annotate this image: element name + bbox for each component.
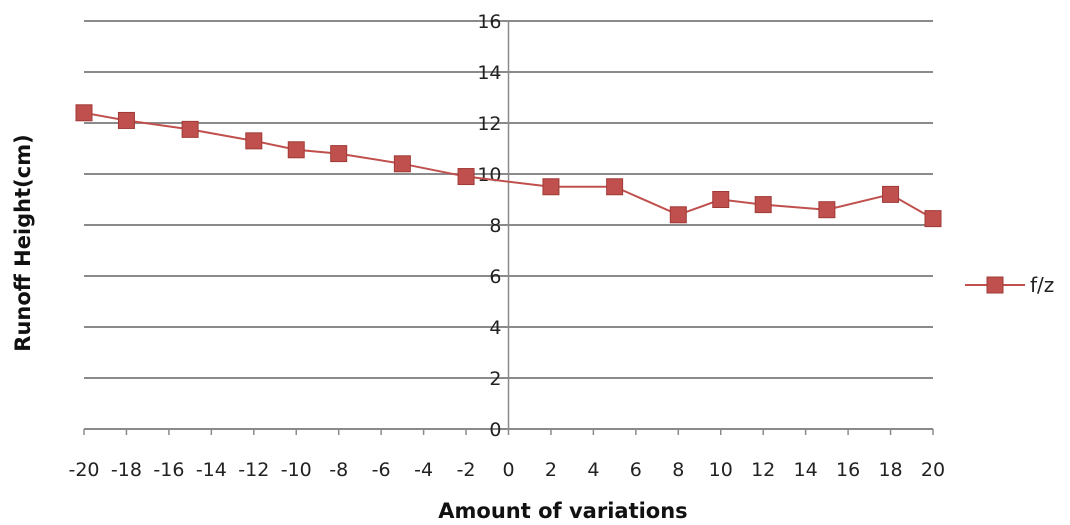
y-tick-label: 2 [489, 368, 501, 390]
data-point [606, 178, 624, 196]
data-point [542, 178, 560, 196]
x-tick-label: 2 [545, 459, 557, 481]
data-point [669, 206, 687, 224]
x-tick-label: -8 [329, 459, 348, 481]
x-tick-label: 10 [709, 459, 733, 481]
data-point [117, 111, 135, 129]
y-tick-label: 10 [477, 164, 501, 186]
x-tick-label: 6 [630, 459, 642, 481]
y-tick-label: 16 [477, 11, 501, 33]
legend-label: f/z [1030, 273, 1054, 297]
x-tick-label: -18 [111, 459, 142, 481]
data-point [754, 196, 772, 214]
data-point [330, 145, 348, 163]
y-tick-labels: 0 2 4 6 8 10 12 14 16 [477, 11, 509, 441]
y-tick-label: 4 [489, 317, 501, 339]
x-tick-labels: -20 -18 -16 -14 -12 -10 -8 -6 -4 -2 0 2 4 6 8 10 12 14 16 1… [68, 429, 945, 481]
x-tick-label: -10 [281, 459, 312, 481]
x-tick-label: -4 [414, 459, 433, 481]
y-tick-label: 6 [489, 266, 501, 288]
x-tick-label: -6 [372, 459, 391, 481]
y-axis-title: Runoff Height(cm) [11, 134, 35, 351]
data-point [818, 201, 836, 219]
y-tick-label: 0 [489, 419, 501, 441]
x-tick-label: 14 [794, 459, 818, 481]
x-tick-label: -20 [68, 459, 99, 481]
x-tick-label: 8 [672, 459, 684, 481]
x-tick-label: 20 [921, 459, 945, 481]
x-tick-label: 12 [751, 459, 775, 481]
series-line [83, 111, 934, 220]
series-layer [75, 104, 942, 228]
x-tick-label: 16 [836, 459, 860, 481]
data-point [712, 191, 730, 208]
data-point [457, 168, 475, 186]
data-point [393, 155, 411, 173]
legend: f/z [965, 273, 1054, 297]
data-point [245, 132, 263, 150]
x-tick-label: -2 [457, 459, 476, 481]
y-tick-label: 14 [477, 62, 501, 84]
data-point [882, 185, 900, 203]
x-tick-label: 4 [587, 459, 599, 481]
x-tick-label: 18 [878, 459, 902, 481]
data-point [181, 120, 199, 138]
x-tick-label: -16 [153, 459, 184, 481]
data-point [287, 141, 305, 159]
y-tick-label: 8 [489, 215, 501, 237]
x-axis-title: Amount of variations [438, 499, 687, 523]
legend-marker [986, 276, 1004, 294]
data-point [75, 104, 93, 122]
y-tick-label: 12 [477, 113, 501, 135]
x-tick-label: 0 [502, 459, 514, 481]
x-tick-label: -14 [196, 459, 227, 481]
x-tick-label: -12 [238, 459, 269, 481]
data-point [924, 210, 942, 228]
